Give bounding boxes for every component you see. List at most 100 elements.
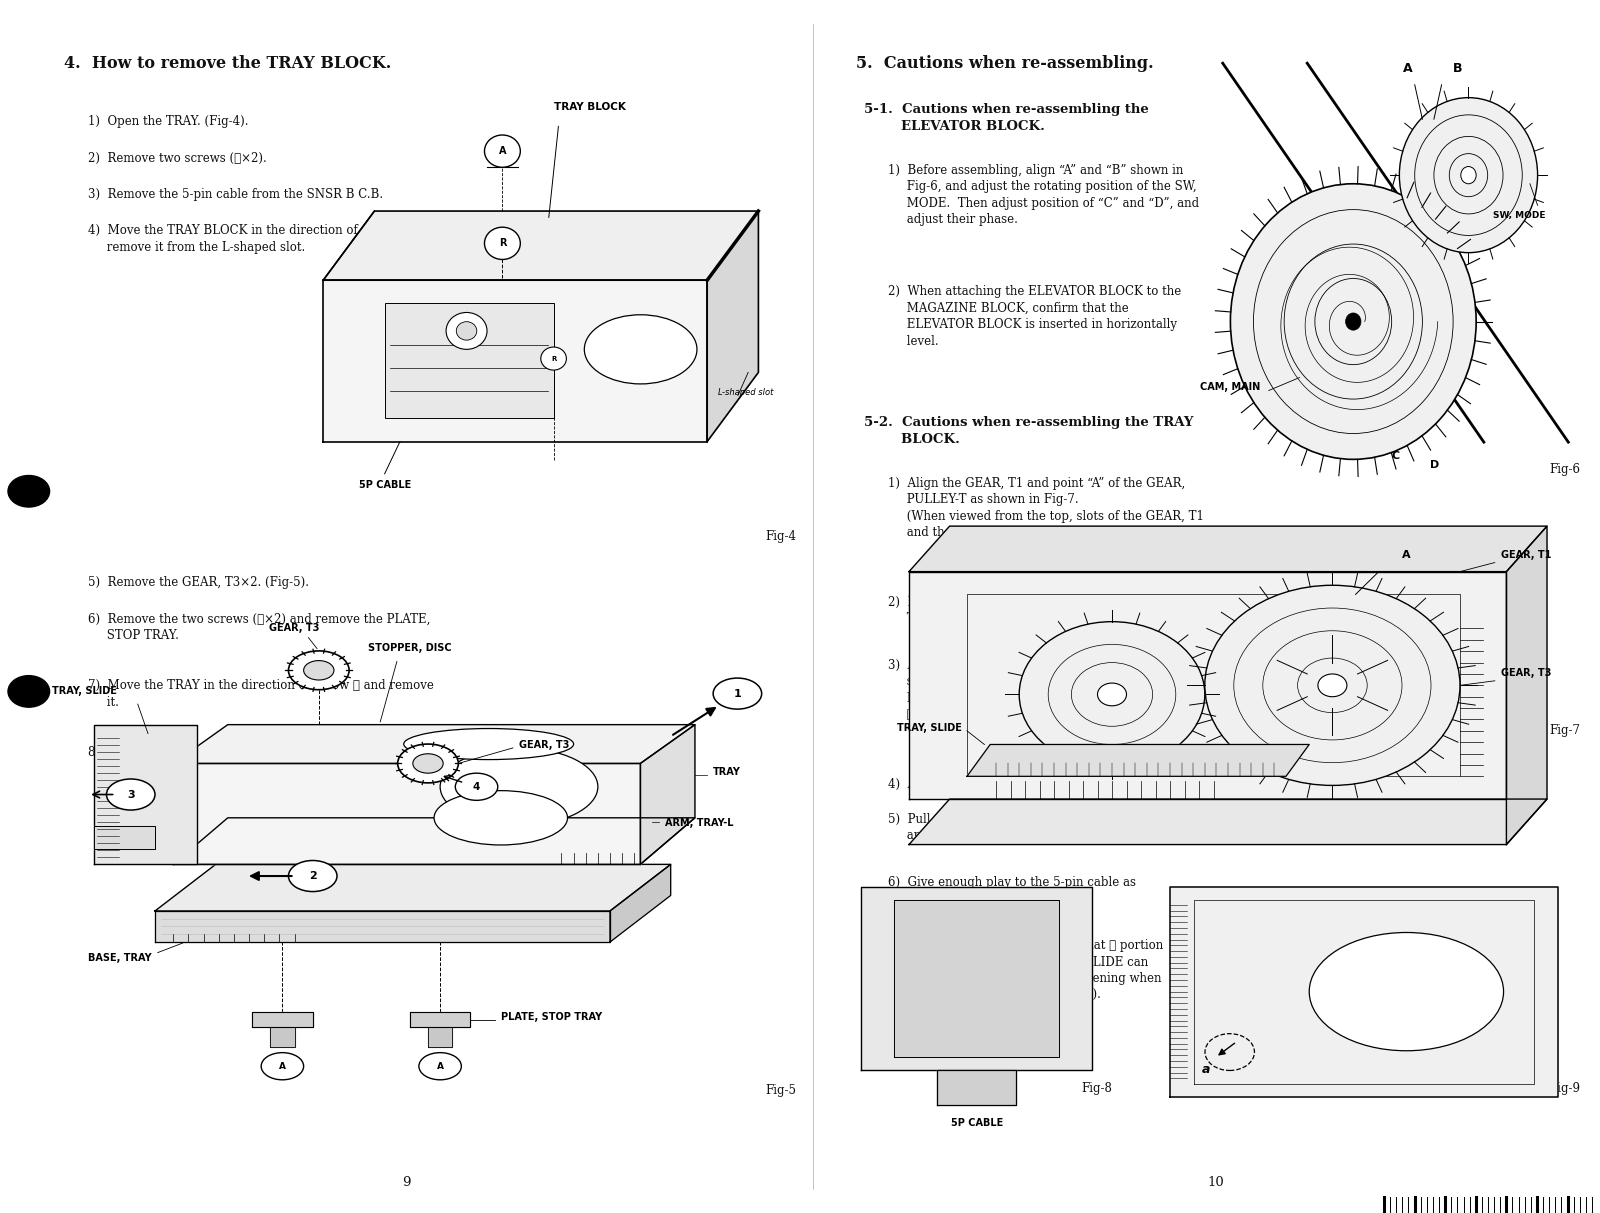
- Text: A: A: [1403, 62, 1413, 75]
- Text: 5P CABLE: 5P CABLE: [950, 1117, 1003, 1128]
- Text: 2: 2: [309, 871, 317, 881]
- Text: Fig-8: Fig-8: [1082, 1082, 1112, 1094]
- Text: 1)  Align the GEAR, T1 and point “A” of the GEAR,
     PULLEY-T as shown in Fig-: 1) Align the GEAR, T1 and point “A” of t…: [888, 477, 1203, 540]
- Circle shape: [1230, 183, 1477, 460]
- Polygon shape: [173, 818, 694, 865]
- Text: PLATE, STOP TRAY: PLATE, STOP TRAY: [501, 1012, 602, 1021]
- Polygon shape: [861, 887, 1093, 1070]
- Circle shape: [485, 227, 520, 260]
- Ellipse shape: [403, 729, 573, 759]
- Text: SW, MODE: SW, MODE: [1493, 211, 1546, 221]
- Circle shape: [446, 313, 486, 349]
- Polygon shape: [707, 211, 758, 442]
- Polygon shape: [640, 724, 694, 865]
- Text: 1)  Before assembling, align “A” and “B” shown in
     Fig-6, and adjust the rot: 1) Before assembling, align “A” and “B” …: [888, 164, 1198, 227]
- Polygon shape: [94, 724, 197, 865]
- Circle shape: [714, 678, 762, 710]
- Text: 4)  Move the TRAY BLOCK in the direction of arrow and
     remove it from the L-: 4) Move the TRAY BLOCK in the direction …: [88, 224, 422, 254]
- Text: R: R: [499, 238, 506, 249]
- Text: 2)  Remove two screws (Ⓡ×2).: 2) Remove two screws (Ⓡ×2).: [88, 152, 267, 165]
- Text: L-shaped slot: L-shaped slot: [718, 388, 774, 398]
- Text: TRAY, SLIDE: TRAY, SLIDE: [898, 723, 962, 733]
- Polygon shape: [429, 1027, 453, 1047]
- Text: 3: 3: [126, 790, 134, 799]
- Text: Fig-9: Fig-9: [1550, 1082, 1581, 1094]
- Text: 5-2.  Cautions when re-assembling the TRAY
        BLOCK.: 5-2. Cautions when re-assembling the TRA…: [864, 416, 1194, 445]
- Circle shape: [107, 779, 155, 810]
- Text: A: A: [278, 1061, 286, 1071]
- Text: GEAR, T1: GEAR, T1: [1501, 549, 1550, 560]
- Text: 6)  Give enough play to the 5-pin cable as
     shown in Fig-8.: 6) Give enough play to the 5-pin cable a…: [888, 876, 1136, 905]
- Text: A: A: [499, 146, 506, 156]
- Circle shape: [288, 860, 338, 892]
- Text: 5-1.  Cautions when re-assembling the
        ELEVATOR BLOCK.: 5-1. Cautions when re-assembling the ELE…: [864, 103, 1149, 132]
- Circle shape: [304, 661, 334, 680]
- Circle shape: [1346, 313, 1362, 330]
- Polygon shape: [173, 763, 640, 865]
- Polygon shape: [610, 865, 670, 943]
- Text: D: D: [1430, 460, 1440, 469]
- Polygon shape: [1507, 526, 1547, 844]
- Polygon shape: [938, 1070, 1016, 1105]
- Text: R: R: [550, 355, 557, 361]
- Polygon shape: [909, 799, 1547, 844]
- Text: 3)  Align the respective gears positions as described in
     step1).  While hol: 3) Align the respective gears positions …: [888, 659, 1216, 722]
- Polygon shape: [323, 280, 707, 442]
- Polygon shape: [909, 571, 1507, 799]
- Text: 6)  Remove the two screws (Ⓐ×2) and remove the PLATE,
     STOP TRAY.: 6) Remove the two screws (Ⓐ×2) and remov…: [88, 613, 430, 642]
- Polygon shape: [323, 211, 758, 280]
- Circle shape: [261, 1053, 304, 1080]
- Text: TRAY BLOCK: TRAY BLOCK: [554, 102, 626, 112]
- Polygon shape: [384, 303, 554, 418]
- Text: Fig-4: Fig-4: [766, 530, 797, 542]
- Circle shape: [1461, 166, 1477, 184]
- Circle shape: [398, 744, 458, 782]
- Text: 9: 9: [402, 1177, 411, 1189]
- Ellipse shape: [584, 314, 698, 383]
- Circle shape: [485, 135, 520, 167]
- Text: 1: 1: [733, 689, 741, 699]
- Circle shape: [8, 676, 50, 707]
- Text: 7)  Insert the TRAY and confirm that Ⓐ portion
     of the BASE, TRAY and TRAY S: 7) Insert the TRAY and confirm that Ⓐ po…: [888, 939, 1163, 1002]
- Text: 1)  Open the TRAY. (Fig-4).: 1) Open the TRAY. (Fig-4).: [88, 115, 248, 129]
- Text: 8)  Move the TRAY, SLIDE in the direction of arrow ② and
     remove them.: 8) Move the TRAY, SLIDE in the direction…: [88, 746, 430, 775]
- Polygon shape: [94, 826, 155, 849]
- Text: 5)  Remove the GEAR, T3×2. (Fig-5).: 5) Remove the GEAR, T3×2. (Fig-5).: [88, 576, 309, 590]
- Text: Fig-7: Fig-7: [1550, 724, 1581, 736]
- Circle shape: [1400, 98, 1538, 252]
- Text: GEAR, T3: GEAR, T3: [1501, 668, 1550, 678]
- Text: ARM, TRAY-L: ARM, TRAY-L: [664, 818, 733, 827]
- Text: 2)  Insert the TRAY, SLIDE on top of the BASE,
     TRAY in the direction of arr: 2) Insert the TRAY, SLIDE on top of the …: [888, 596, 1168, 625]
- Text: 4)  Attach the PLATE, STOP TRAY.: 4) Attach the PLATE, STOP TRAY.: [888, 778, 1093, 791]
- Polygon shape: [173, 818, 694, 865]
- Ellipse shape: [434, 791, 568, 845]
- Text: TRAY, SLIDE: TRAY, SLIDE: [51, 685, 117, 695]
- Text: STOPPER, DISC: STOPPER, DISC: [368, 643, 451, 653]
- Text: GEAR, T3: GEAR, T3: [269, 623, 320, 633]
- Polygon shape: [410, 1012, 470, 1027]
- Text: 5.  Cautions when re-assembling.: 5. Cautions when re-assembling.: [856, 55, 1154, 72]
- Circle shape: [413, 753, 443, 773]
- Circle shape: [1318, 674, 1347, 696]
- Text: A: A: [437, 1061, 443, 1071]
- Circle shape: [288, 651, 349, 690]
- Polygon shape: [909, 526, 1547, 571]
- Circle shape: [456, 321, 477, 340]
- Circle shape: [1098, 683, 1126, 706]
- Circle shape: [419, 1053, 461, 1080]
- Ellipse shape: [440, 748, 598, 826]
- Text: a: a: [1202, 1063, 1210, 1076]
- Text: 4.  How to remove the TRAY BLOCK.: 4. How to remove the TRAY BLOCK.: [64, 55, 392, 72]
- Polygon shape: [1170, 887, 1558, 1097]
- Text: 7)  Move the TRAY in the direction of arrow ① and remove
     it.: 7) Move the TRAY in the direction of arr…: [88, 679, 434, 708]
- Text: 5P CABLE: 5P CABLE: [358, 479, 411, 490]
- Circle shape: [541, 347, 566, 370]
- Polygon shape: [270, 1027, 294, 1047]
- Polygon shape: [253, 1012, 312, 1027]
- Text: Fig-5: Fig-5: [766, 1084, 797, 1097]
- Circle shape: [1019, 622, 1205, 768]
- Text: B: B: [1453, 62, 1462, 75]
- Text: 3)  Remove the 5-pin cable from the SNSR B C.B.: 3) Remove the 5-pin cable from the SNSR …: [88, 188, 382, 201]
- Text: CAM, MAIN: CAM, MAIN: [1200, 382, 1259, 393]
- Circle shape: [1205, 586, 1459, 786]
